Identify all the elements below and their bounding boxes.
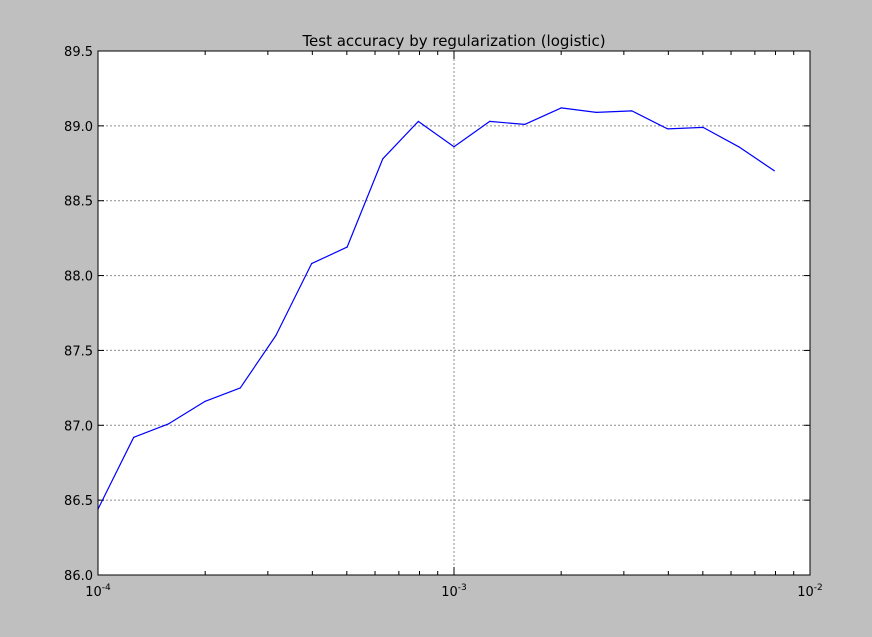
data-point xyxy=(382,158,384,160)
x-tick-label: 10-3 xyxy=(441,583,467,600)
data-point xyxy=(702,126,704,128)
data-point xyxy=(275,334,277,337)
x-tick-label: 10-4 xyxy=(85,583,111,600)
data-point xyxy=(595,111,597,113)
chart-title: Test accuracy by regularization (logisti… xyxy=(301,32,605,50)
axes-frame xyxy=(97,50,811,576)
data-point xyxy=(524,123,526,125)
data-point xyxy=(560,107,562,109)
y-tick-labels: 86.0 86.5 87.0 87.5 88.0 88.5 89.0 89.5 xyxy=(64,45,93,584)
y-tick-label: 88.5 xyxy=(64,195,93,210)
x-tick-exponent: -4 xyxy=(102,583,111,593)
data-point xyxy=(773,170,775,172)
data-point xyxy=(239,387,241,389)
data-point xyxy=(489,120,491,122)
data-point xyxy=(453,146,455,148)
data-point xyxy=(133,436,135,438)
y-tick-label: 88.0 xyxy=(64,270,93,285)
x-tick-exponent: -3 xyxy=(458,583,467,593)
x-tick-label: 10-2 xyxy=(797,583,823,600)
x-tick-base: 10 xyxy=(797,585,814,600)
x-tick-base: 10 xyxy=(85,585,102,600)
y-tick-label: 86.5 xyxy=(64,494,93,509)
data-point xyxy=(738,146,740,148)
y-tick-label: 86.0 xyxy=(64,569,93,584)
x-tick-base: 10 xyxy=(441,585,458,600)
x-tick-exponent: -2 xyxy=(814,583,823,593)
data-point xyxy=(667,128,669,130)
series-line xyxy=(97,107,775,510)
y-tick-label: 87.0 xyxy=(64,419,93,434)
data-point xyxy=(346,246,348,248)
data-point xyxy=(168,423,170,425)
series-layer xyxy=(97,107,775,510)
data-point xyxy=(631,110,633,112)
y-tick-label: 87.5 xyxy=(64,344,93,359)
y-tick-label: 89.0 xyxy=(64,120,93,135)
data-point xyxy=(204,400,206,402)
data-point xyxy=(417,120,419,122)
y-tick-label: 89.5 xyxy=(64,45,93,60)
x-tick-labels: 10-4 10-3 10-2 xyxy=(85,583,823,600)
data-point xyxy=(311,263,313,265)
grid xyxy=(98,51,810,575)
minor-ticks xyxy=(204,51,795,575)
